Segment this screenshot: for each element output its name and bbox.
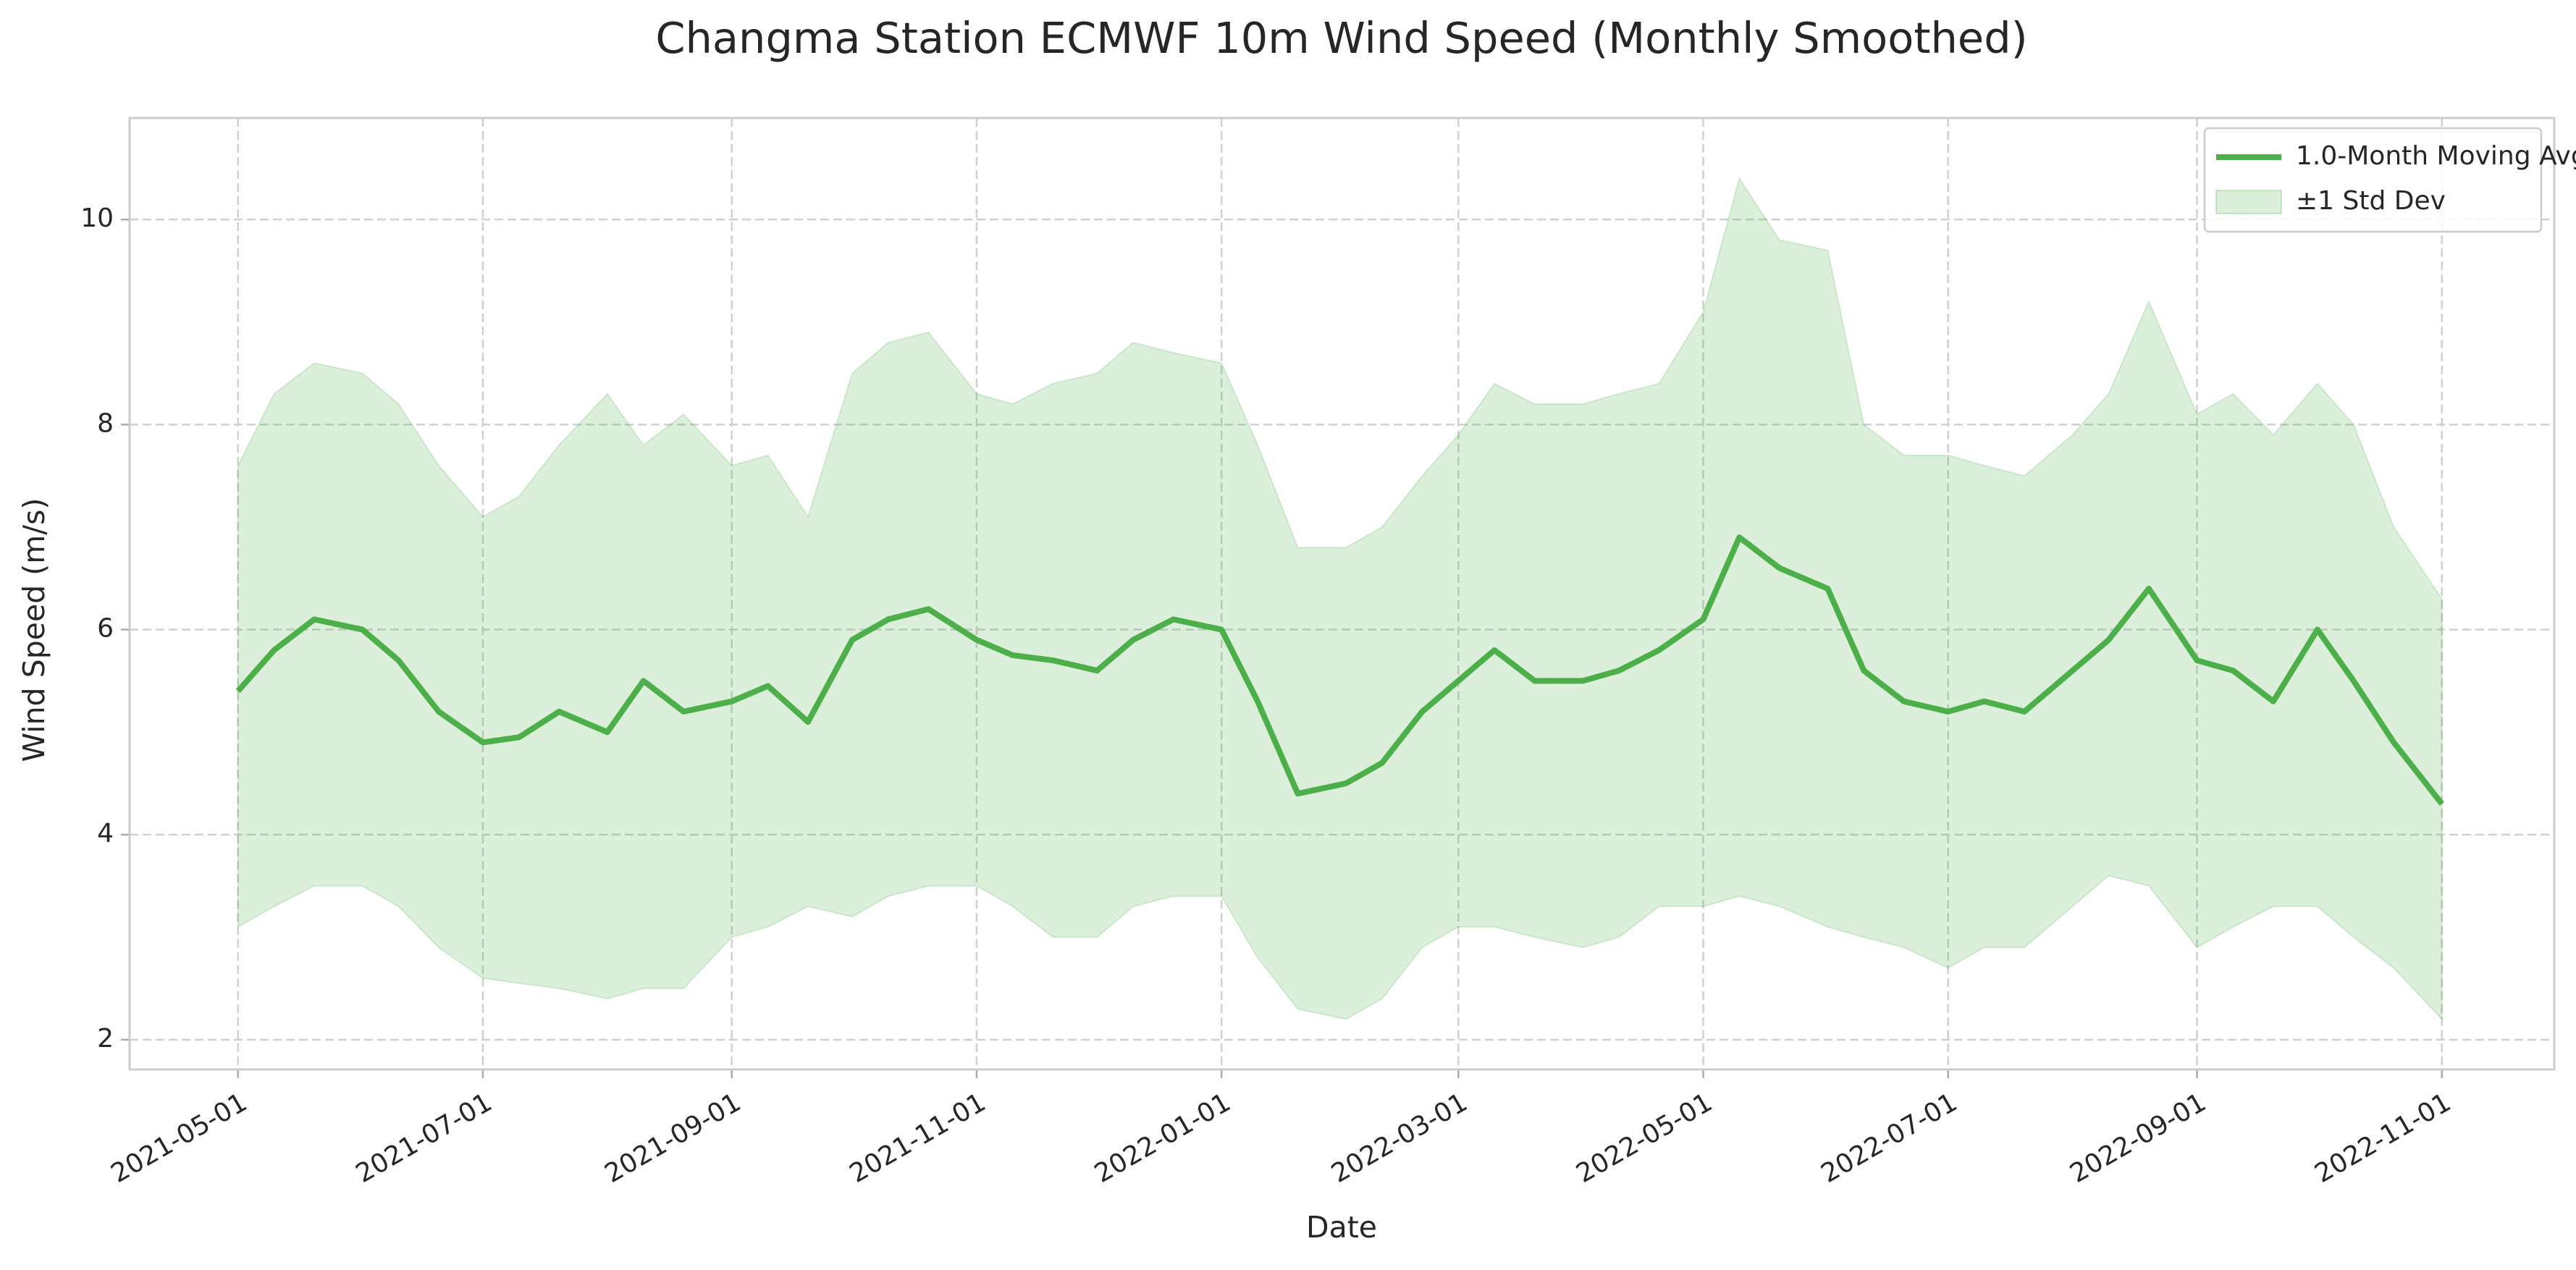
x-tick-label: 2022-09-01 [2065, 1088, 2211, 1189]
plot [235, 177, 2444, 1022]
legend-box [2203, 127, 2543, 233]
x-tick-label: 2022-05-01 [1571, 1088, 1717, 1189]
x-tick-label: 2021-09-01 [600, 1088, 746, 1189]
y-tick-label: 8 [97, 408, 114, 438]
plot-frame [128, 117, 2556, 1071]
x-tick-label: 2022-07-01 [1817, 1088, 1963, 1189]
x-tick-label: 2021-11-01 [845, 1088, 991, 1189]
x-axis-label: Date [1306, 1210, 1377, 1245]
x-tick-label: 2021-05-01 [106, 1088, 253, 1189]
y-tick-label: 2 [97, 1024, 114, 1054]
legend-label: ±1 Std Dev [2296, 186, 2446, 216]
y-axis-label: Wind Speed (m/s) [17, 498, 51, 762]
x-tick-label: 2022-03-01 [1326, 1088, 1473, 1189]
moving-avg-line [235, 534, 2444, 806]
legend-label: 1.0-Month Moving Avg [2296, 141, 2576, 171]
y-tick-label: 6 [97, 614, 114, 644]
legend: 1.0-Month Moving Avg ±1 Std Dev [2203, 127, 2576, 233]
y-tick-label: 4 [97, 819, 114, 849]
chart-title: Changma Station ECMWF 10m Wind Speed (Mo… [655, 13, 2027, 63]
grid [130, 118, 2554, 1069]
y-tick-label: 10 [80, 203, 114, 233]
x-tick-label: 2022-11-01 [2310, 1088, 2457, 1189]
x-tick-label: 2022-01-01 [1090, 1088, 1236, 1189]
std-band [237, 177, 2443, 1022]
x-tick-label: 2021-07-01 [351, 1088, 497, 1189]
legend-swatch [2215, 190, 2282, 214]
